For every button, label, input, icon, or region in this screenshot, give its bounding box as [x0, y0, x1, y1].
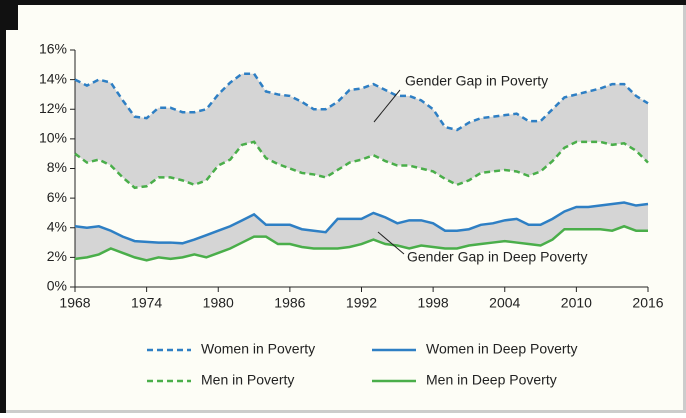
annotation-leader	[377, 231, 405, 255]
y-tick-label: 14%	[39, 70, 67, 86]
x-tick-label: 2010	[561, 295, 592, 311]
series-line	[74, 201, 649, 245]
x-tick-label: 1986	[274, 295, 305, 311]
y-tick-label: 6%	[47, 189, 67, 205]
x-tick-label: 1980	[203, 295, 234, 311]
legend-label: Women in Deep Poverty	[426, 341, 577, 357]
frame-bottom	[6, 410, 686, 413]
y-tick-label: 0%	[47, 278, 67, 294]
series-line	[74, 224, 648, 262]
legend-label: Men in Poverty	[201, 372, 294, 388]
x-tick-label: 1974	[131, 295, 162, 311]
y-tick-label: 4%	[47, 218, 67, 234]
frame-top	[0, 0, 686, 5]
x-tick-label: 1992	[346, 295, 377, 311]
y-tick-label: 8%	[47, 159, 67, 175]
x-tick-label: 2016	[632, 295, 663, 311]
series-line	[74, 72, 649, 132]
y-tick-label: 10%	[39, 130, 67, 146]
y-tick-label: 12%	[39, 100, 67, 116]
y-tick-label: 16%	[39, 41, 67, 57]
series-line	[74, 140, 649, 190]
gap-fill	[75, 73, 648, 188]
gap-fill	[75, 202, 648, 261]
frame-corner	[0, 0, 18, 30]
y-tick-label: 2%	[47, 248, 67, 264]
frame-left	[0, 0, 6, 413]
legend-label: Women in Poverty	[201, 341, 315, 357]
annotation: Gender Gap in Poverty	[405, 73, 548, 89]
annotation-leader	[373, 89, 401, 123]
annotation: Gender Gap in Deep Poverty	[407, 249, 588, 265]
legend-label: Men in Deep Poverty	[426, 372, 557, 388]
x-tick-label: 1998	[418, 295, 449, 311]
x-tick-label: 1968	[59, 295, 90, 311]
x-tick-label: 2004	[489, 295, 520, 311]
frame-right	[683, 5, 686, 413]
